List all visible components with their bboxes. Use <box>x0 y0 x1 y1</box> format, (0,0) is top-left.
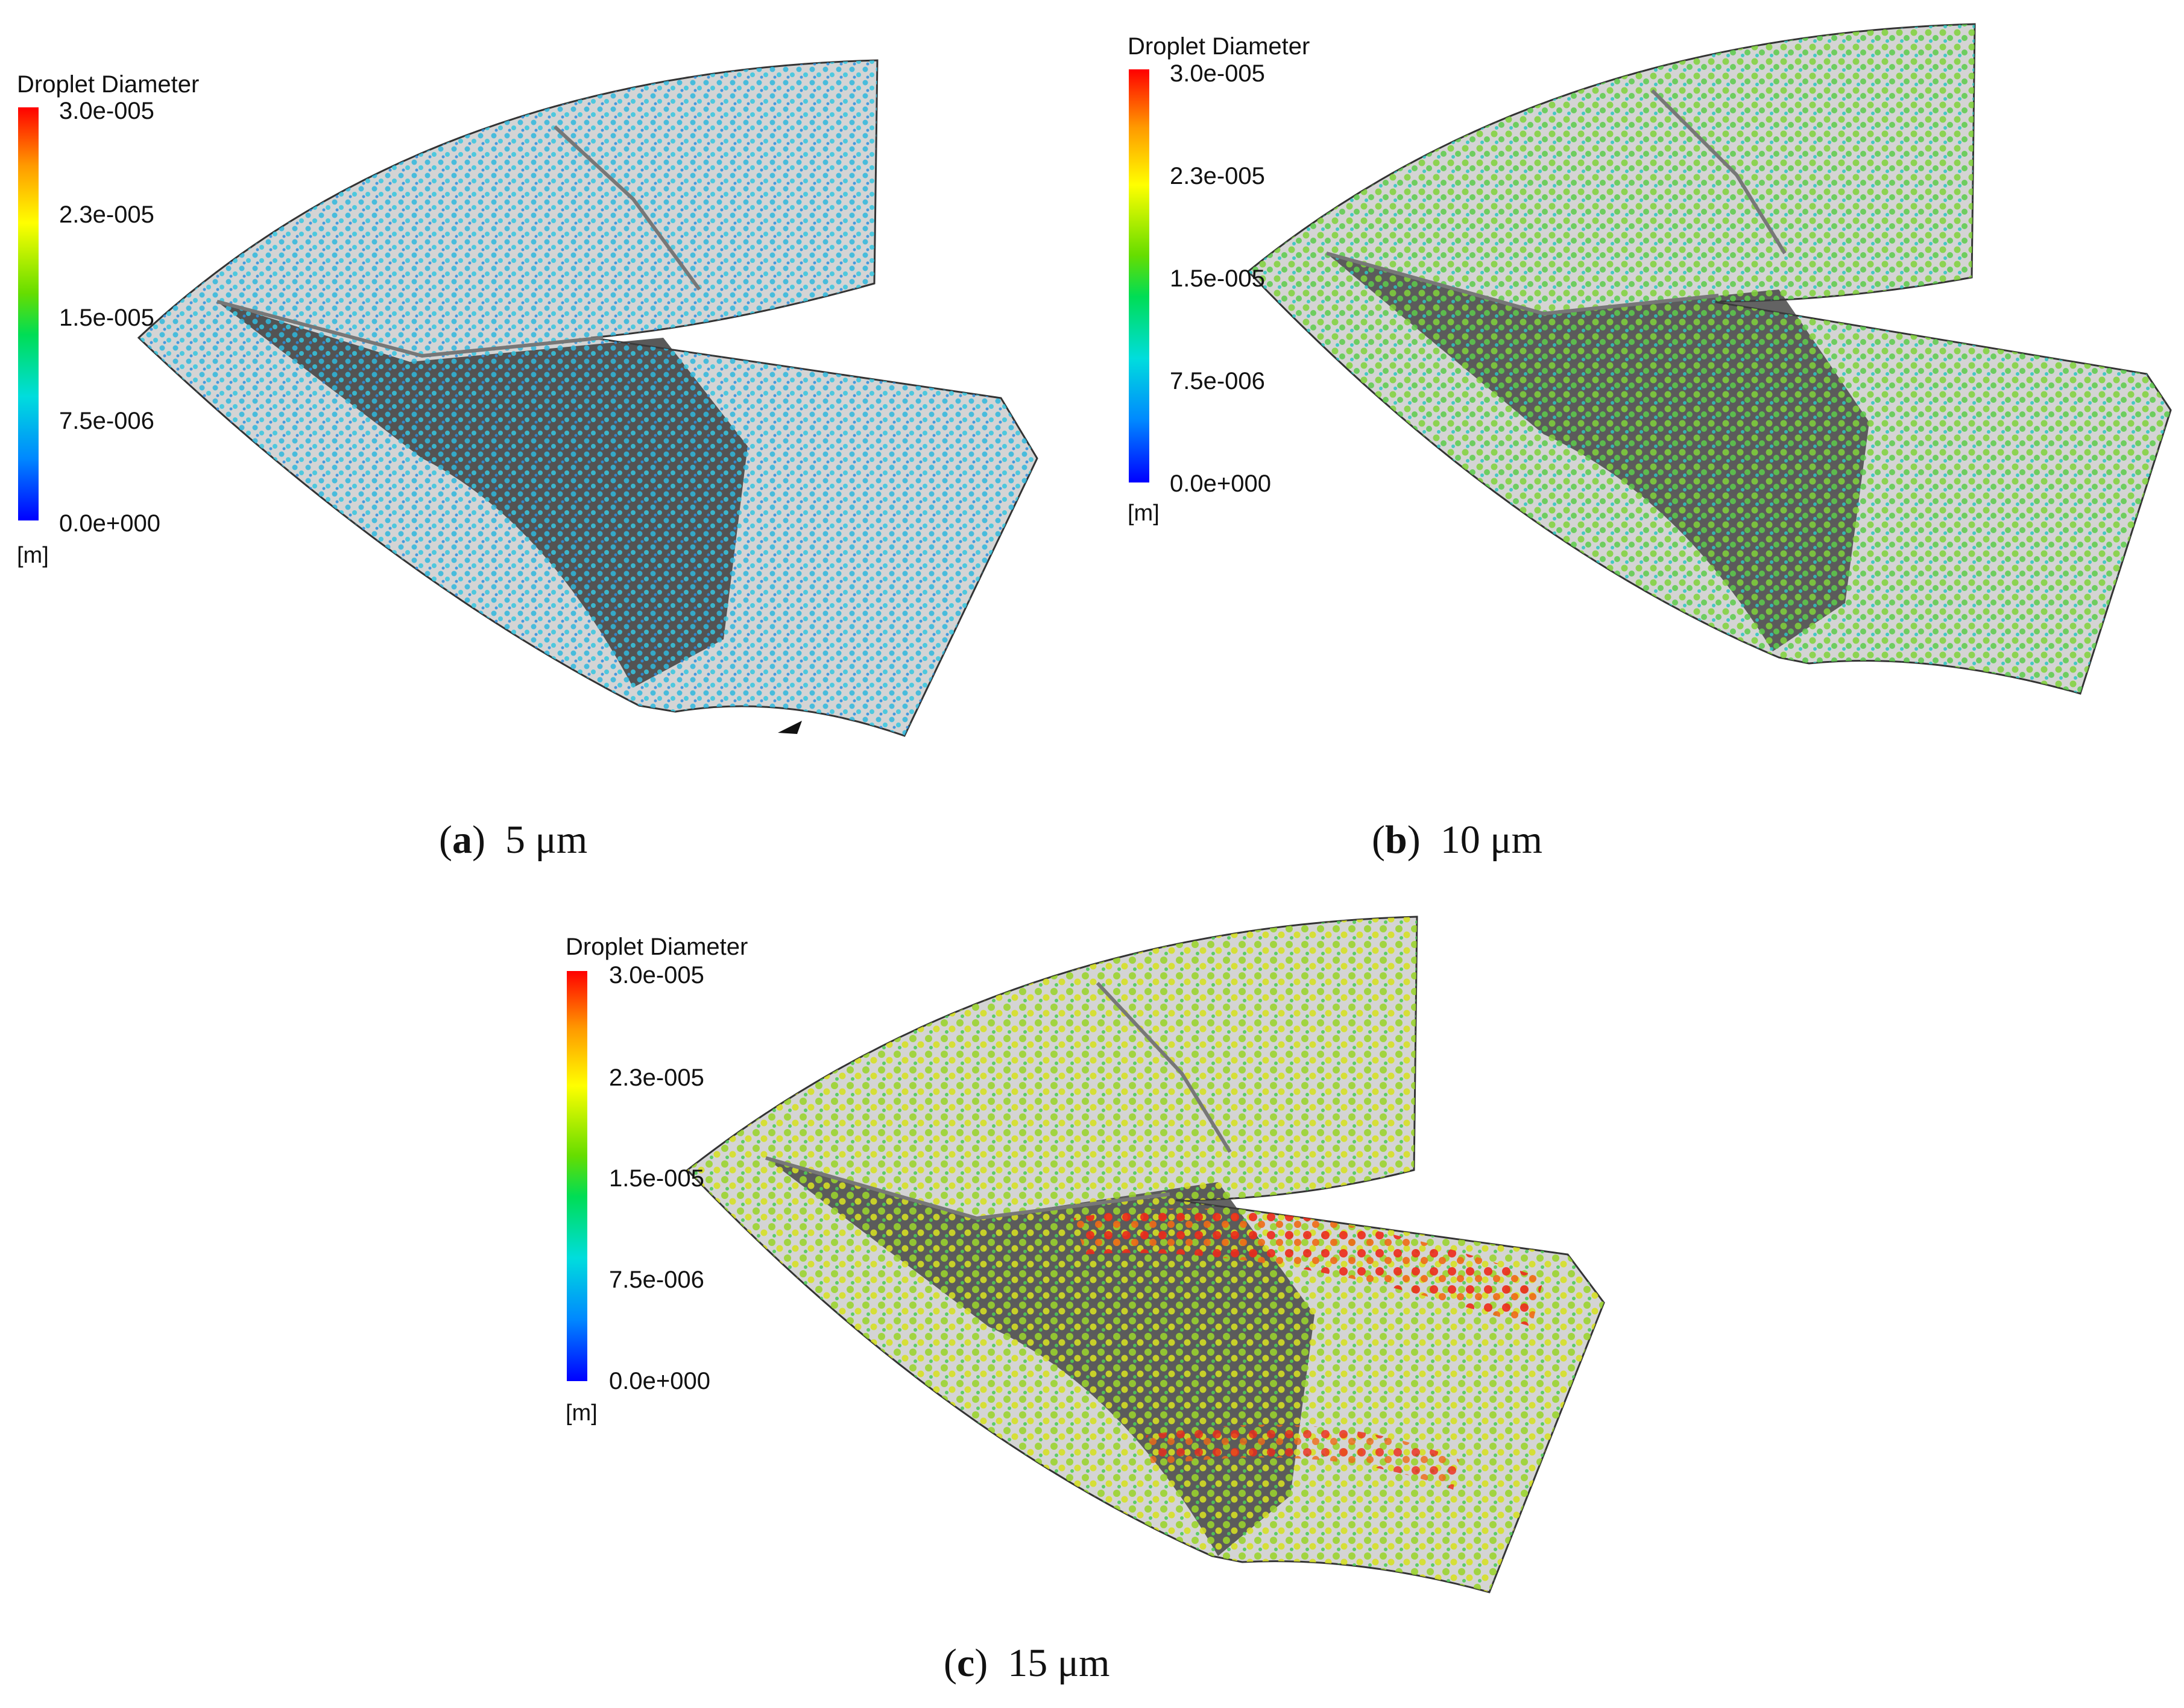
impeller-render-a <box>137 59 1038 737</box>
caption-letter: c <box>956 1641 975 1685</box>
caption-text: 15 μm <box>1008 1641 1110 1685</box>
tick-label: 2.3e-005 <box>609 1064 704 1091</box>
legend-title: Droplet Diameter <box>17 71 200 98</box>
tick-label: 3.0e-005 <box>609 962 704 988</box>
legend-title: Droplet Diameter <box>1128 33 1310 60</box>
colorbar <box>1129 69 1149 482</box>
colorbar <box>18 107 39 520</box>
caption-text: 10 μm <box>1440 818 1542 862</box>
tick-label: 1.5e-005 <box>59 305 154 331</box>
tick-label: 3.0e-005 <box>59 98 154 124</box>
caption-text: 5 μm <box>505 818 588 862</box>
caption-b: (b) 10 μm <box>1372 818 1542 862</box>
impeller-render-b <box>1246 23 2172 695</box>
legend-title: Droplet Diameter <box>566 934 748 960</box>
unit-label: [m] <box>1128 501 1160 526</box>
impeller-render-c <box>686 916 1605 1593</box>
caption-c: (c) 15 μm <box>944 1641 1110 1685</box>
tick-label: 7.5e-006 <box>1170 368 1265 394</box>
unit-label: [m] <box>17 543 49 568</box>
tick-label: 3.0e-005 <box>1170 60 1265 87</box>
caption-a: (a) 5 μm <box>439 818 588 862</box>
caption-letter: a <box>452 818 472 862</box>
tick-label: 1.5e-005 <box>1170 265 1265 292</box>
tick-label: 2.3e-005 <box>59 201 154 228</box>
caption-letter: b <box>1384 818 1407 862</box>
tick-label: 7.5e-006 <box>59 408 154 434</box>
tick-label: 0.0e+000 <box>1170 470 1271 497</box>
tick-label: 0.0e+000 <box>59 510 160 537</box>
colorbar <box>567 971 587 1381</box>
tick-label: 0.0e+000 <box>609 1368 710 1394</box>
tick-label: 2.3e-005 <box>1170 163 1265 189</box>
rotation-arrow-icon <box>778 721 802 734</box>
tick-label: 7.5e-006 <box>609 1267 704 1293</box>
tick-label: 1.5e-005 <box>609 1165 704 1192</box>
unit-label: [m] <box>566 1400 598 1426</box>
